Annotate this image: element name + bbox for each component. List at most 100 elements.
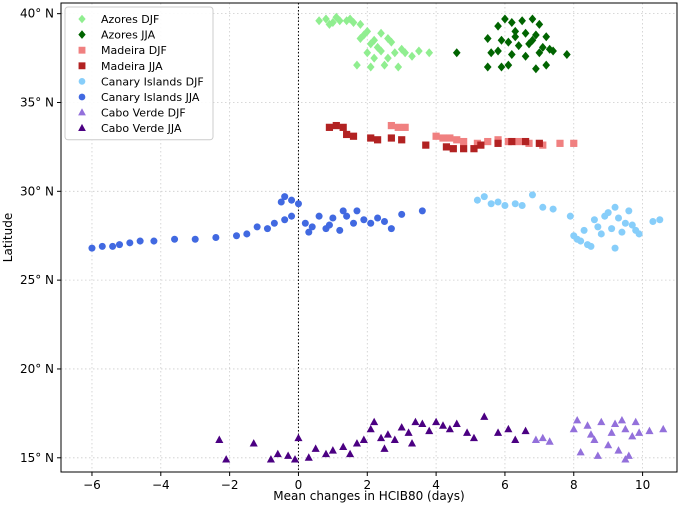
data-point <box>618 228 626 236</box>
data-point <box>477 141 485 149</box>
x-tick-label: −6 <box>83 478 101 492</box>
data-point <box>452 48 461 58</box>
data-point <box>628 431 637 440</box>
data-point <box>422 141 430 149</box>
legend-entry-label: Azores DJF <box>101 13 159 26</box>
series-canary-islands-jja <box>88 193 426 252</box>
data-point <box>394 62 403 72</box>
data-point <box>573 235 581 243</box>
data-point <box>607 428 616 436</box>
data-point <box>580 226 588 234</box>
data-point <box>150 237 158 245</box>
series-cabo-verde-jja <box>215 412 530 463</box>
data-point <box>507 50 516 60</box>
data-point <box>370 53 378 63</box>
data-point <box>586 430 596 438</box>
x-tick-label: 10 <box>635 478 650 492</box>
y-tick-label: 15° N <box>20 451 54 465</box>
legend: Azores DJF Azores JJA Madeira DJF Madeira J… <box>64 6 214 141</box>
data-point <box>549 46 557 56</box>
x-tick-label: 0 <box>295 478 303 492</box>
data-point <box>384 53 392 63</box>
data-point <box>566 212 574 220</box>
data-point <box>515 137 523 146</box>
data-point <box>343 212 351 220</box>
data-point <box>284 451 293 459</box>
data-point <box>504 424 513 433</box>
data-point <box>329 214 337 222</box>
data-point <box>387 225 395 233</box>
data-point <box>497 62 506 72</box>
data-point <box>446 134 454 142</box>
data-point <box>136 237 144 245</box>
data-point <box>631 417 640 426</box>
data-point <box>304 453 313 461</box>
data-point <box>611 244 619 252</box>
data-point <box>367 219 375 227</box>
data-point <box>570 139 578 147</box>
data-point <box>249 439 258 447</box>
data-point <box>535 48 544 58</box>
data-point <box>115 241 124 249</box>
data-point <box>383 430 392 438</box>
legend-marker <box>78 108 86 116</box>
data-point <box>504 37 513 47</box>
data-point <box>339 442 348 451</box>
data-point <box>521 28 530 38</box>
data-point <box>473 196 481 204</box>
axes: −6 −4 −2 0 2 4 6 8 10 15° N 20° N 25° N 30° N 35° N 40… <box>20 2 678 492</box>
data-point <box>273 449 282 458</box>
series-cabo-verde-djf <box>531 415 668 463</box>
data-point <box>587 242 595 250</box>
x-tick-label: 8 <box>570 478 578 492</box>
data-point <box>294 433 303 442</box>
data-point <box>542 60 551 70</box>
grid-lines <box>61 3 677 472</box>
data-point <box>611 203 619 211</box>
data-point <box>215 435 224 443</box>
data-point <box>281 216 289 224</box>
data-point <box>415 46 423 56</box>
data-point <box>328 446 337 454</box>
data-point <box>611 419 620 427</box>
data-point <box>521 137 530 146</box>
data-point <box>232 232 241 240</box>
data-point <box>494 21 502 31</box>
data-point <box>397 423 406 431</box>
data-point <box>590 216 598 224</box>
data-point <box>539 203 547 211</box>
data-point <box>288 212 296 220</box>
data-point <box>418 207 426 215</box>
data-point <box>487 48 495 58</box>
data-point <box>621 219 629 227</box>
data-point <box>518 202 526 210</box>
data-point <box>294 200 302 208</box>
data-point <box>346 14 354 24</box>
data-point <box>621 455 630 463</box>
data-point <box>290 455 300 463</box>
data-point <box>453 136 461 144</box>
data-point <box>659 424 668 433</box>
data-point <box>339 123 347 131</box>
data-point <box>325 123 334 131</box>
data-point <box>528 14 537 24</box>
data-point <box>397 44 406 54</box>
data-point <box>346 449 355 458</box>
data-point <box>270 219 278 227</box>
data-point <box>349 132 358 140</box>
data-point <box>126 239 134 247</box>
data-point <box>109 242 117 250</box>
data-point <box>549 205 557 213</box>
data-point <box>366 39 375 49</box>
data-point <box>624 451 633 459</box>
data-point <box>321 449 331 458</box>
data-point <box>487 200 495 208</box>
data-point <box>332 12 341 22</box>
data-point <box>480 193 488 201</box>
data-point <box>360 216 368 224</box>
plot-frame <box>60 2 678 473</box>
data-point <box>398 136 406 144</box>
data-point <box>442 143 451 151</box>
data-point <box>538 433 547 442</box>
data-point <box>322 14 330 24</box>
